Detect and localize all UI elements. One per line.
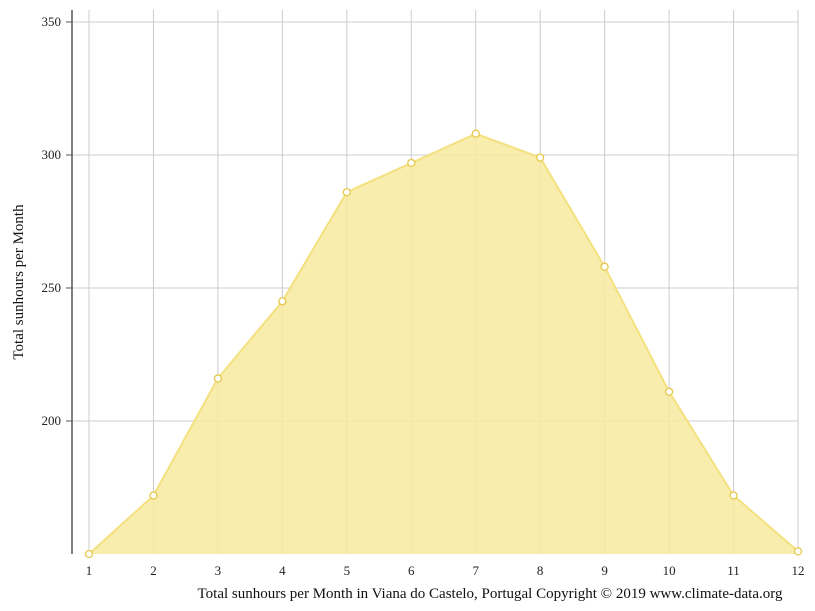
data-point-month-8 [536, 153, 545, 162]
data-point-month-5 [342, 188, 351, 197]
data-point-month-12 [793, 547, 803, 556]
x-tick-label-5: 5 [344, 563, 351, 578]
data-point-month-9 [600, 262, 609, 271]
x-axis-caption: Total sunhours per Month in Viana do Cas… [198, 586, 783, 602]
data-point-month-1 [84, 549, 94, 559]
data-point-month-3 [213, 374, 223, 383]
x-tick-label-2: 2 [150, 563, 157, 578]
x-tick-label-3: 3 [215, 563, 222, 578]
x-tick-label-10: 10 [663, 563, 676, 578]
data-point-month-4 [278, 297, 287, 306]
x-tick-label-6: 6 [408, 563, 415, 578]
x-tick-label-1: 1 [86, 563, 93, 578]
data-point-month-2 [149, 491, 158, 500]
x-tick-label-11: 11 [727, 563, 740, 578]
y-tick-label-250: 250 [42, 280, 62, 295]
series-points [84, 129, 803, 559]
data-point-month-6 [407, 158, 416, 168]
series-area-fill [89, 133, 798, 554]
x-tick-label-4: 4 [279, 563, 286, 578]
x-tick-label-12: 12 [792, 563, 805, 578]
y-ticks: 200 250 300 350 [42, 14, 72, 428]
y-axis-title: Total sunhours per Month [11, 204, 27, 360]
x-ticks: 1 2 3 4 5 6 7 8 9 10 11 12 [86, 563, 805, 578]
x-tick-label-9: 9 [601, 563, 608, 578]
x-tick-label-7: 7 [472, 563, 479, 578]
data-point-month-10 [664, 387, 674, 396]
y-tick-label-300: 300 [42, 147, 62, 162]
data-point-month-7 [471, 129, 480, 138]
y-tick-label-200: 200 [42, 413, 62, 428]
series-line [88, 132, 799, 555]
data-point-month-11 [729, 491, 738, 500]
x-tick-label-8: 8 [537, 563, 544, 578]
y-tick-label-350: 350 [42, 14, 62, 29]
